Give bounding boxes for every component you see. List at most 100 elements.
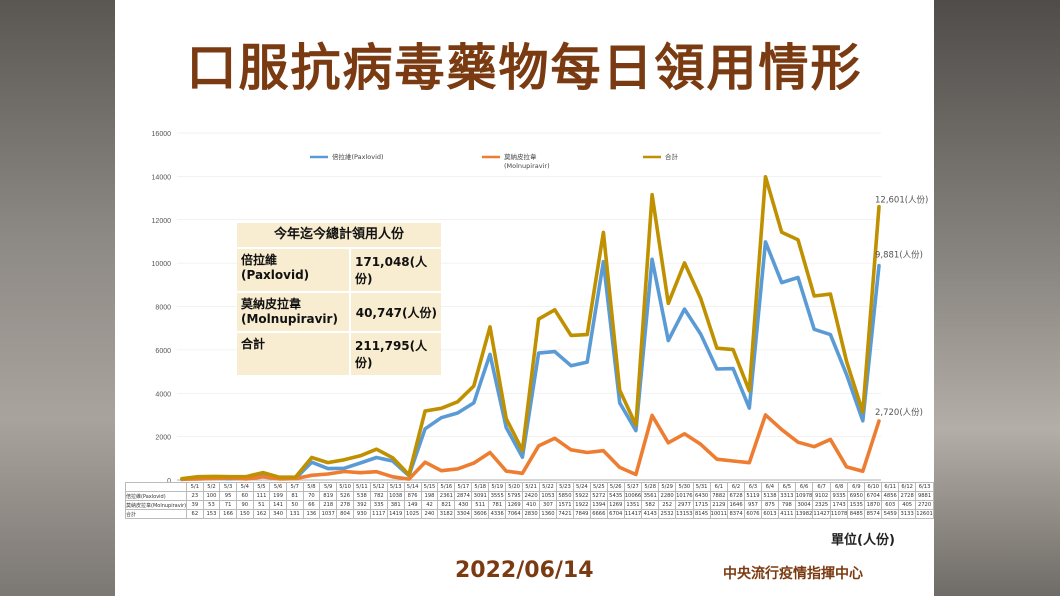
table-cell: 526 (336, 491, 354, 501)
legend-label: 合計 (665, 152, 679, 161)
table-cell: 10066 (623, 491, 643, 501)
table-cell: 11417 (623, 509, 643, 519)
table-cell: 1360 (539, 509, 557, 519)
table-cell: 6430 (692, 491, 711, 501)
table-cell: 12601 (915, 509, 934, 519)
table-cell: 2280 (658, 491, 677, 501)
table-cell: 66 (302, 500, 321, 510)
table-cell: 5/19 (488, 482, 507, 492)
table-cell: 430 (454, 500, 473, 510)
table-cell: 3561 (641, 491, 660, 501)
table-cell: 6/5 (777, 482, 796, 492)
table-cell: 6013 (760, 509, 779, 519)
background-left (0, 0, 115, 596)
table-cell: 2420 (522, 491, 541, 501)
table-cell: 95 (219, 491, 237, 501)
table-cell: 381 (386, 500, 405, 510)
table-cell: 23 (186, 491, 204, 501)
table-cell: 5/2 (202, 482, 221, 492)
table-cell: 5435 (606, 491, 625, 501)
table-row: 莫納皮拉韋(Molnupiravir) 39 53 71 90 51 141 50 66 218 2… (124, 500, 934, 510)
table-cell: 1269 (505, 500, 524, 510)
table-cell: 392 (352, 500, 371, 510)
table-cell: 3182 (437, 509, 456, 519)
y-tick-label: 16000 (152, 131, 172, 138)
table-cell: 10011 (709, 509, 729, 519)
table-cell: 335 (369, 500, 388, 510)
legend-label: 莫納皮拉韋 (504, 152, 537, 161)
table-cell: 62 (186, 509, 204, 519)
y-tick-label: 14000 (152, 174, 172, 181)
table-cell: 90 (235, 500, 254, 510)
summary-row: 倍拉維 (Paxlovid) 171,048(人份) (237, 249, 441, 293)
table-cell: 149 (403, 500, 422, 510)
table-cell: 6/6 (794, 482, 814, 492)
series-line-1 (180, 413, 881, 482)
table-cell: 7882 (709, 491, 729, 501)
table-cell: 3606 (471, 509, 490, 519)
table-cell: 5459 (881, 509, 900, 519)
table-cell: 1394 (589, 500, 608, 510)
table-cell: 5/20 (505, 482, 524, 492)
table-cell: 5/13 (386, 482, 405, 492)
table-cell: 198 (420, 491, 439, 501)
table-row-label: 莫納皮拉韋(Molnupiravir) (124, 500, 188, 510)
table-cell: 538 (352, 491, 371, 501)
table-cell: 6/11 (881, 482, 900, 492)
table-cell: 6666 (589, 509, 608, 519)
table-cell: 781 (488, 500, 507, 510)
table-cell: 6/4 (760, 482, 779, 492)
table-cell: 1053 (539, 491, 557, 501)
summary-row-name: 莫納皮拉韋 (Molnupiravir) (237, 293, 351, 331)
summary-box: 今年迄今總計領用人份 倍拉維 (Paxlovid) 171,048(人份) 莫納… (237, 223, 441, 375)
table-cell: 4143 (641, 509, 660, 519)
table-cell: 10176 (675, 491, 694, 501)
table-cell: 6950 (847, 491, 866, 501)
table-cell: 8574 (864, 509, 883, 519)
table-cell: 875 (760, 500, 779, 510)
table-cell: 804 (336, 509, 354, 519)
table-cell: 6/9 (847, 482, 866, 492)
table-cell: 2977 (675, 500, 694, 510)
table-cell: 81 (285, 491, 304, 501)
summary-row-name: 合計 (237, 333, 351, 375)
y-tick-label: 4000 (155, 391, 171, 398)
table-cell: 2720 (915, 500, 934, 510)
table-cell: 5/8 (302, 482, 321, 492)
table-cell: 5850 (555, 491, 574, 501)
table-cell: 1037 (319, 509, 338, 519)
table-cell: 5795 (505, 491, 524, 501)
table-cell: 1922 (572, 500, 591, 510)
end-label-paxlovid: 9,881(人份) (875, 250, 923, 261)
table-cell: 10978 (794, 491, 814, 501)
table-cell: 5/17 (454, 482, 473, 492)
table-cell: 5/6 (269, 482, 287, 492)
table-cell: 5/16 (437, 482, 456, 492)
table-cell: 218 (319, 500, 338, 510)
slide: 口服抗病毒藥物每日領用情形 0 2000 4000 6000 8000 10000 1200… (115, 0, 934, 596)
table-cell: 5/28 (641, 482, 660, 492)
table-cell: 307 (539, 500, 557, 510)
table-cell: 821 (437, 500, 456, 510)
summary-row-name: 倍拉維 (Paxlovid) (237, 249, 351, 291)
table-cell: 5/25 (589, 482, 608, 492)
legend-label: 倍拉維(Paxlovid) (332, 152, 384, 161)
table-cell: 199 (269, 491, 287, 501)
table-cell: 5119 (744, 491, 762, 501)
table-cell: 162 (252, 509, 271, 519)
table-cell: 7064 (505, 509, 524, 519)
table-cell: 5/9 (319, 482, 338, 492)
table-cell: 166 (219, 509, 237, 519)
summary-row-value: 171,048(人份) (355, 255, 428, 286)
table-cell: 70 (302, 491, 321, 501)
table-cell: 5/21 (522, 482, 541, 492)
table-cell: 1870 (864, 500, 883, 510)
y-tick-label: 12000 (152, 218, 172, 225)
table-cell: 11427 (812, 509, 831, 519)
table-cell: 3313 (777, 491, 796, 501)
table-cell: 1351 (623, 500, 643, 510)
y-tick-label: 2000 (155, 435, 171, 442)
table-cell: 8374 (727, 509, 746, 519)
table-cell: 405 (898, 500, 917, 510)
table-cell: 9335 (829, 491, 849, 501)
